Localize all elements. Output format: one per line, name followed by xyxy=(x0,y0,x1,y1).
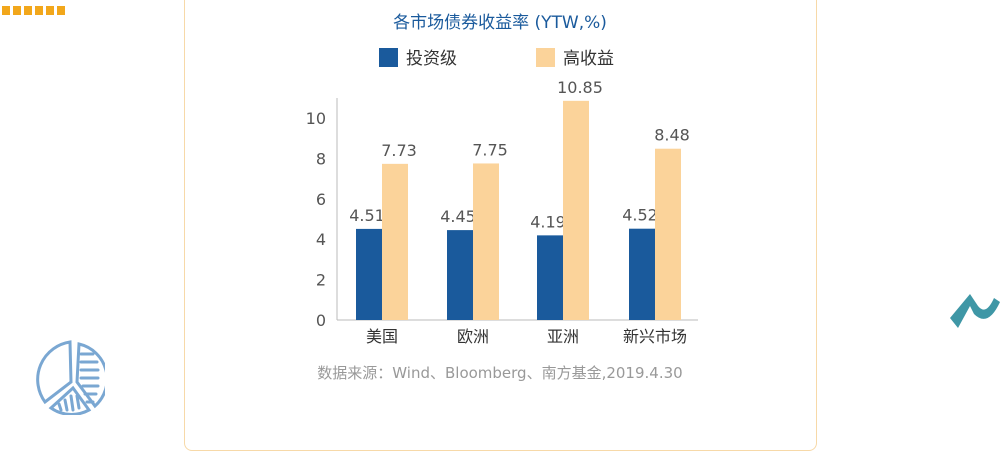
y-tick-label: 4 xyxy=(316,230,326,249)
y-tick-label: 2 xyxy=(316,271,326,290)
x-tick-label: 欧洲 xyxy=(457,327,489,346)
source-note: 数据来源：Wind、Bloomberg、南方基金,2019.4.30 xyxy=(317,364,682,382)
bar-investment-grade xyxy=(629,228,655,320)
y-tick-label: 8 xyxy=(316,149,326,168)
legend-label-investment-grade: 投资级 xyxy=(406,49,457,69)
y-tick-label: 6 xyxy=(316,190,326,209)
data-label: 4.52 xyxy=(622,206,658,225)
data-label: 7.73 xyxy=(381,141,417,160)
x-tick-label: 美国 xyxy=(366,327,398,346)
chart-card xyxy=(184,0,817,451)
x-tick-label: 新兴市场 xyxy=(623,327,687,346)
legend-swatch-investment-grade xyxy=(379,48,398,67)
legend: 投资级 高收益 xyxy=(379,48,614,69)
data-label: 7.75 xyxy=(472,140,508,159)
bar-investment-grade xyxy=(356,228,382,320)
bar-investment-grade xyxy=(537,235,563,320)
chart-title: 各市场债券收益率 (YTW,%) xyxy=(393,13,607,33)
zigzag-doodle-icon xyxy=(950,294,1000,328)
data-label: 8.48 xyxy=(654,126,690,145)
decorative-dots xyxy=(2,6,65,15)
y-tick-label: 0 xyxy=(316,311,326,330)
data-label: 4.45 xyxy=(440,207,476,226)
bar-high-yield xyxy=(563,100,589,320)
data-label: 4.19 xyxy=(530,212,566,231)
data-label: 4.51 xyxy=(349,206,385,225)
bar-high-yield xyxy=(473,163,499,320)
bar-investment-grade xyxy=(447,230,473,320)
legend-label-high-yield: 高收益 xyxy=(563,49,614,69)
bar-high-yield xyxy=(382,163,408,320)
bar-high-yield xyxy=(655,148,681,320)
x-tick-label: 亚洲 xyxy=(547,327,579,346)
pie-chart-doodle-icon xyxy=(36,340,105,415)
data-label: 10.85 xyxy=(557,78,603,97)
legend-swatch-high-yield xyxy=(536,48,555,67)
y-tick-label: 10 xyxy=(306,109,326,128)
